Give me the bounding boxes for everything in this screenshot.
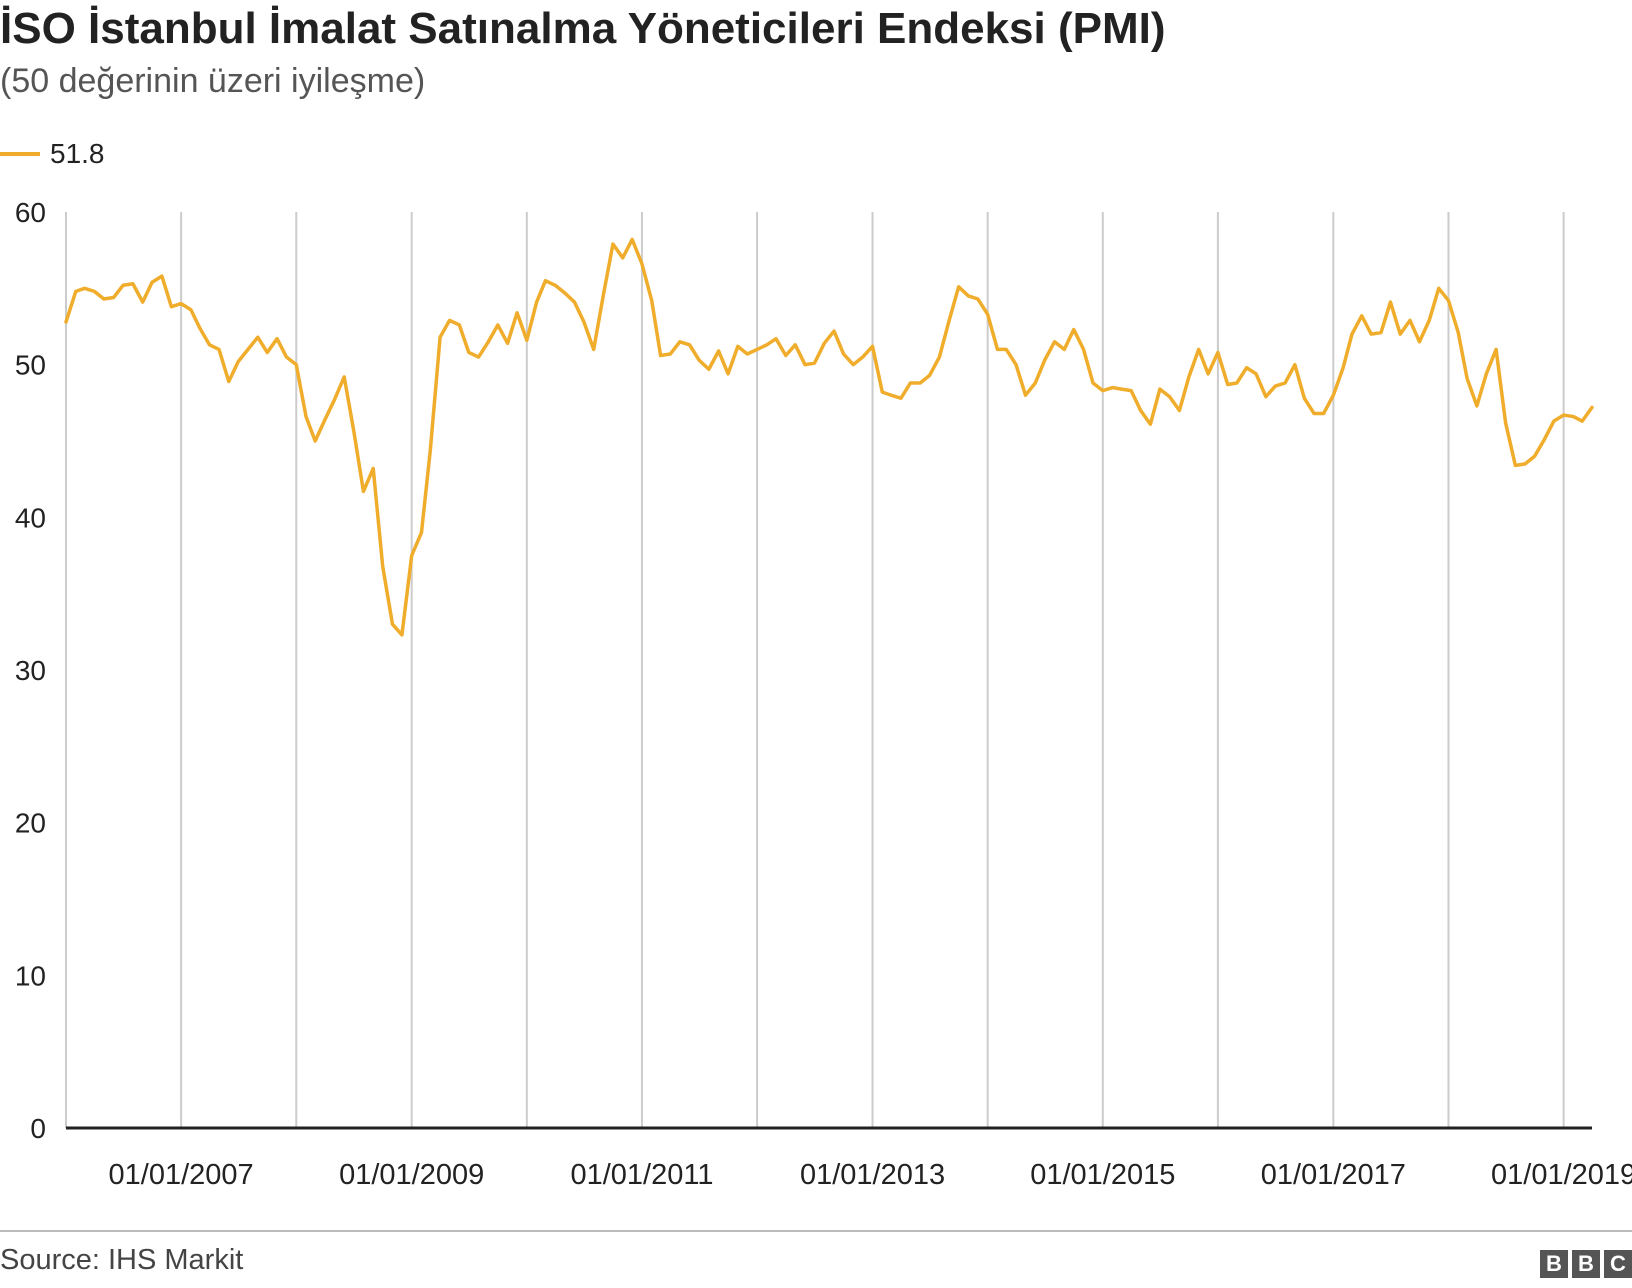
- gridlines: [65, 212, 1565, 1128]
- source-label: Source: IHS Markit: [0, 1244, 244, 1276]
- y-tick-label: 30: [15, 655, 46, 686]
- x-tick-label: 01/01/2009: [339, 1159, 484, 1191]
- y-tick-label: 60: [15, 197, 46, 228]
- chart-subtitle: (50 değerinin üzeri iyileşme): [0, 62, 426, 100]
- y-tick-label: 50: [15, 350, 46, 381]
- bbc-logo-letter: B: [1572, 1250, 1600, 1278]
- y-axis-tick-labels: 0 10 20 30 40 50 60: [15, 197, 46, 1144]
- x-tick-label: 01/01/2019: [1491, 1159, 1632, 1191]
- legend: 51.8: [0, 134, 105, 174]
- chart-title: İSO İstanbul İmalat Satınalma Yöneticile…: [0, 4, 1166, 53]
- series-line: [64, 237, 1594, 637]
- x-tick-label: 01/01/2015: [1030, 1159, 1175, 1191]
- y-tick-label: 10: [15, 960, 46, 991]
- x-tick-label: 01/01/2013: [800, 1159, 945, 1191]
- bbc-logo: B B C: [1540, 1250, 1632, 1278]
- x-tick-label: 01/01/2017: [1261, 1159, 1406, 1191]
- bbc-logo-letter: C: [1604, 1250, 1632, 1278]
- x-tick-label: 01/01/2007: [109, 1159, 254, 1191]
- y-tick-label: 20: [15, 808, 46, 839]
- x-axis-tick-labels: 01/01/2007 01/01/2009 01/01/2011 01/01/2013…: [109, 1159, 1632, 1191]
- legend-label: 51.8: [50, 138, 105, 169]
- y-tick-label: 0: [30, 1113, 46, 1144]
- series-lines: [64, 237, 1594, 637]
- y-tick-label: 40: [15, 502, 46, 533]
- bbc-logo-letter: B: [1540, 1250, 1568, 1278]
- legend-swatch: [0, 152, 40, 156]
- footer-divider: [0, 1230, 1632, 1232]
- x-tick-label: 01/01/2011: [570, 1159, 713, 1191]
